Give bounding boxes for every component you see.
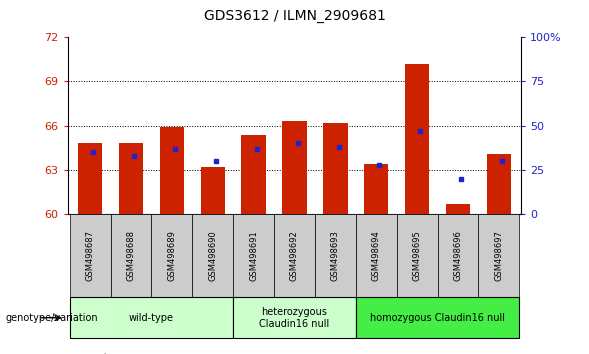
Text: GSM498697: GSM498697 [494, 230, 503, 281]
Bar [323, 123, 348, 214]
Text: GSM498693: GSM498693 [331, 230, 340, 281]
Text: GDS3612 / ILMN_2909681: GDS3612 / ILMN_2909681 [204, 9, 385, 23]
Text: GSM498695: GSM498695 [412, 230, 422, 281]
Bar [200, 167, 225, 214]
Bar [70, 297, 233, 338]
Bar [241, 135, 266, 214]
Bar [282, 121, 307, 214]
Text: GSM498689: GSM498689 [167, 230, 177, 281]
Bar [160, 127, 184, 214]
Text: GSM498692: GSM498692 [290, 230, 299, 281]
Text: heterozygous
Claudin16 null: heterozygous Claudin16 null [259, 307, 330, 329]
Text: GSM498690: GSM498690 [209, 230, 217, 281]
Bar [315, 214, 356, 297]
Bar [111, 214, 151, 297]
Bar [78, 143, 102, 214]
Text: wild-type: wild-type [129, 313, 174, 323]
Bar [356, 297, 519, 338]
Text: GSM498694: GSM498694 [372, 230, 380, 281]
Text: GSM498691: GSM498691 [249, 230, 258, 281]
Bar [151, 214, 193, 297]
Bar [446, 204, 470, 214]
Text: homozygous Claudin16 null: homozygous Claudin16 null [370, 313, 505, 323]
Text: GSM498688: GSM498688 [127, 230, 135, 281]
Bar [396, 214, 438, 297]
Bar [364, 164, 389, 214]
Bar [356, 214, 396, 297]
Text: GSM498696: GSM498696 [454, 230, 462, 281]
Bar [233, 214, 274, 297]
Bar [274, 214, 315, 297]
Bar [119, 143, 143, 214]
Bar [233, 297, 356, 338]
Bar [405, 64, 429, 214]
Bar [438, 214, 478, 297]
Bar [193, 214, 233, 297]
Bar [478, 214, 519, 297]
Text: genotype/variation: genotype/variation [6, 313, 98, 323]
Text: GSM498687: GSM498687 [86, 230, 95, 281]
Text: count: count [81, 353, 108, 354]
Bar [487, 154, 511, 214]
Bar [70, 214, 111, 297]
